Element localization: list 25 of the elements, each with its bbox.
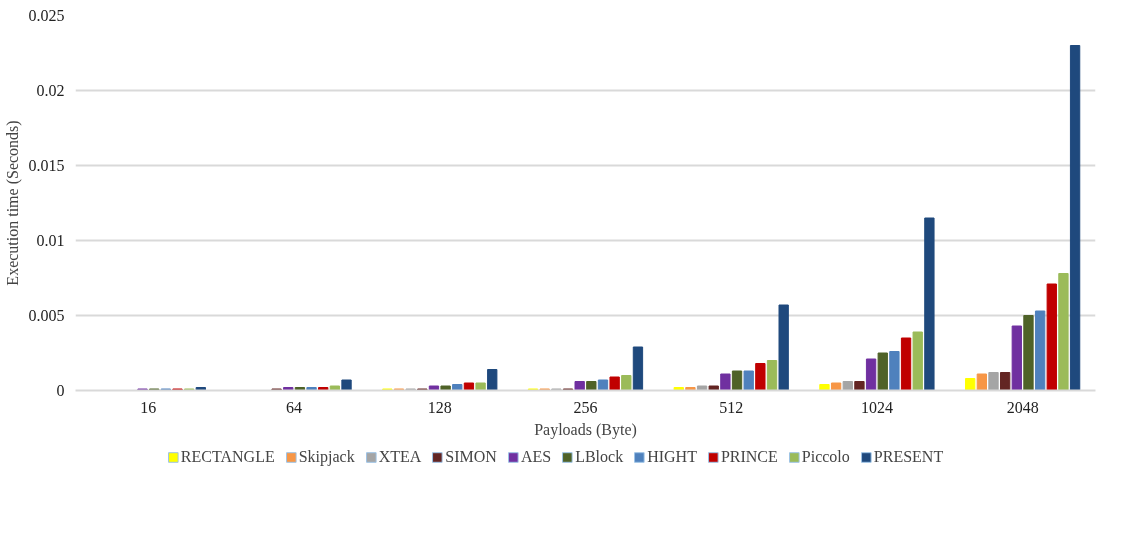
legend-label: XTEA [378, 448, 422, 466]
y-axis-title: Execution time (Seconds) [3, 120, 22, 286]
legend-label: AES [520, 448, 552, 466]
y-tick-label: 0.01 [36, 232, 65, 249]
x-tick-label: 128 [427, 398, 452, 416]
y-tick-label: 0.025 [28, 7, 65, 24]
x-tick-label: 1024 [860, 398, 893, 416]
y-tick-label: 0.015 [28, 157, 65, 174]
legend-label: HIGHT [647, 448, 697, 466]
legend-label: RECTANGLE [180, 448, 275, 466]
legend-label: Skipjack [298, 448, 355, 466]
x-tick-label: 64 [286, 398, 303, 416]
x-tick-label: 256 [573, 398, 598, 416]
x-tick-label: 512 [719, 398, 744, 416]
x-tick-label: 16 [140, 398, 157, 416]
x-tick-label: 2048 [1006, 398, 1039, 416]
x-axis-title: Payloads (Byte) [534, 420, 637, 439]
y-tick-label: 0.02 [36, 82, 65, 99]
legend-label: LBlock [575, 448, 624, 466]
y-tick-label: 0 [56, 382, 65, 399]
y-tick-label: 0.005 [28, 307, 65, 324]
legend-label: PRINCE [720, 448, 778, 466]
legend-label: PRESENT [873, 448, 944, 466]
legend-label: Piccolo [801, 448, 850, 466]
legend-label: SIMON [445, 448, 497, 466]
